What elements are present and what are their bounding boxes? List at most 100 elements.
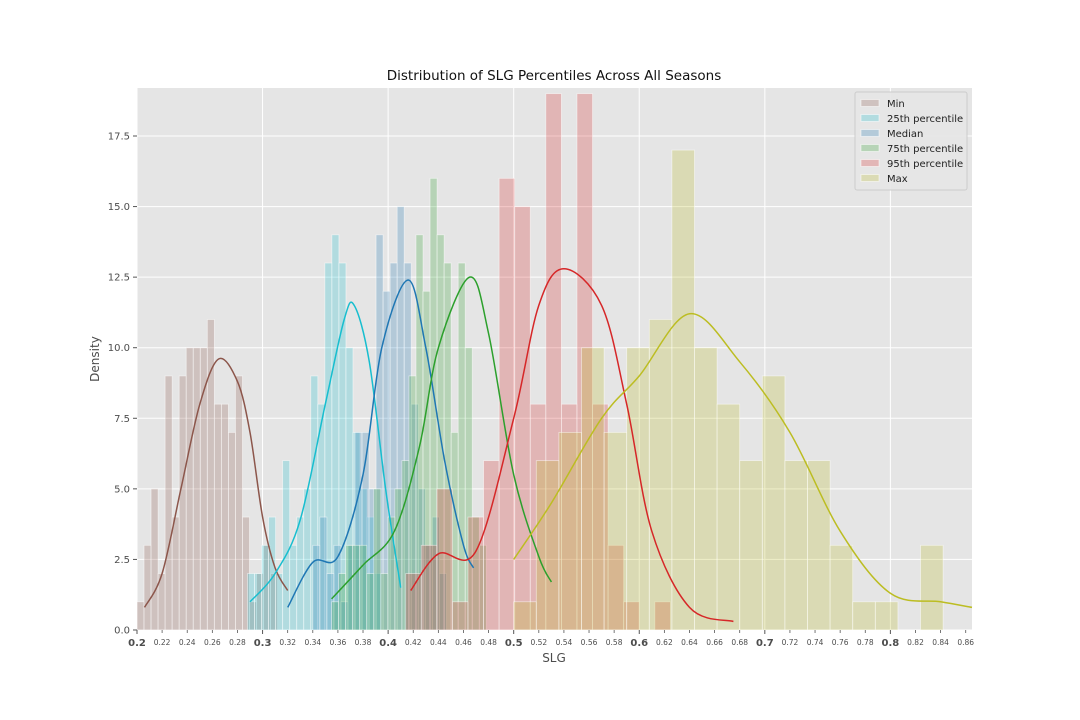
x-minor-tick-label: 0.64 [681, 638, 698, 647]
legend-swatch [860, 99, 880, 107]
histogram-bar [558, 431, 582, 631]
histogram-bar [136, 601, 145, 631]
x-minor-tick-label: 0.84 [932, 638, 949, 647]
histogram-bar [467, 516, 484, 631]
histogram-bar [387, 516, 396, 631]
x-minor-tick-label: 0.72 [782, 638, 799, 647]
histogram-bar [671, 149, 695, 631]
kde-line [287, 279, 475, 608]
kde-line [249, 301, 402, 603]
y-tick-label: 2.5 [114, 555, 130, 566]
histogram-bar [331, 601, 340, 631]
x-minor-tick-label: 0.32 [279, 638, 296, 647]
x-minor-tick-label: 0.66 [706, 638, 723, 647]
y-tick-label: 15.0 [108, 202, 130, 213]
legend-label: Median [887, 129, 923, 140]
x-minor-tick-label: 0.62 [656, 638, 673, 647]
histogram-bar [514, 206, 531, 631]
x-tick-label: 0.8 [882, 638, 900, 649]
histogram-bar [920, 544, 944, 631]
x-minor-tick-label: 0.86 [957, 638, 974, 647]
x-minor-tick-label: 0.48 [480, 638, 497, 647]
x-minor-tick-label: 0.42 [405, 638, 422, 647]
legend-box [854, 91, 968, 191]
x-axis-title: SLG [542, 651, 566, 665]
y-axis: 0.0 2.5 5.0 7.5 10.0 12.5 15.0 17.5 [108, 131, 137, 637]
histogram-bar [235, 375, 243, 631]
histogram-bar [171, 516, 180, 631]
histogram-bar [739, 460, 763, 631]
histogram-bar [220, 403, 229, 631]
x-minor-tick-label: 0.52 [530, 638, 547, 647]
histogram-bar [603, 431, 628, 631]
x-minor-tick-label: 0.38 [355, 638, 372, 647]
x-minor-tick-label: 0.34 [304, 638, 321, 647]
legend-swatch [860, 129, 880, 137]
kde-lines [143, 267, 973, 623]
x-minor-tick-label: 0.44 [430, 638, 447, 647]
histogram-bar [694, 347, 718, 631]
x-minor-tick-label: 0.46 [455, 638, 472, 647]
kde-line [513, 313, 973, 609]
x-tick-label: 0.6 [630, 638, 648, 649]
histogram-bar [228, 431, 236, 631]
kde-line [143, 357, 289, 608]
y-tick-label: 10.0 [108, 343, 130, 354]
histogram-bar [420, 544, 438, 631]
histogram-bar [296, 516, 305, 631]
histogram-bar [452, 601, 469, 631]
legend: Min 25th percentile Median 75th percentile 9… [854, 91, 968, 191]
histogram-bar [185, 347, 194, 631]
x-minor-tick-label: 0.56 [581, 638, 598, 647]
histogram-bar [581, 347, 605, 631]
histogram-bar [648, 319, 673, 631]
histogram-bar [345, 544, 354, 631]
histogram-bar [312, 544, 321, 631]
legend-swatch [860, 114, 880, 122]
histogram-bar [319, 516, 328, 631]
x-axis: 0.2 0.3 0.4 0.5 0.6 0.7 0.8 0.22 0.24 0.26 0.28 0.3… [128, 630, 974, 649]
histogram-bar [150, 488, 159, 631]
histogram-bar [626, 347, 650, 631]
histogram-bar [761, 375, 786, 631]
legend-swatch [860, 174, 880, 182]
legend-label: 95th percentile [887, 159, 963, 170]
x-minor-tick-label: 0.28 [229, 638, 246, 647]
y-tick-label: 5.0 [114, 484, 130, 495]
histogram-bar [289, 544, 298, 631]
x-minor-tick-label: 0.22 [154, 638, 171, 647]
histogram-bar [338, 573, 347, 631]
histogram-bars [136, 93, 944, 631]
x-minor-tick-label: 0.76 [832, 638, 849, 647]
histogram-bar [143, 544, 152, 631]
histogram-bar [784, 460, 808, 631]
histogram-bar [192, 347, 201, 631]
x-minor-tick-label: 0.78 [857, 638, 874, 647]
chart-title: Distribution of SLG Percentiles Across A… [387, 68, 721, 84]
x-tick-label: 0.7 [756, 638, 774, 649]
legend-label: Min [887, 99, 905, 110]
legend-swatch [860, 144, 880, 152]
histogram-bar [352, 544, 361, 631]
x-minor-tick-label: 0.74 [807, 638, 824, 647]
x-minor-tick-label: 0.82 [907, 638, 924, 647]
histogram-bar [829, 544, 854, 631]
histogram-bar [513, 601, 537, 631]
histogram-bar [178, 375, 187, 631]
histogram-bar [373, 488, 382, 631]
histogram-bar [457, 262, 466, 631]
x-tick-label: 0.5 [505, 638, 523, 649]
y-tick-label: 17.5 [108, 131, 130, 142]
histogram-bar [535, 460, 560, 631]
x-minor-tick-label: 0.24 [179, 638, 196, 647]
histogram-bar [254, 573, 262, 631]
kde-line [331, 276, 553, 600]
x-tick-label: 0.3 [254, 638, 272, 649]
y-tick-label: 0.0 [114, 626, 130, 637]
plot-area [137, 88, 972, 630]
histogram-bar [303, 488, 312, 631]
histogram-bar [164, 375, 173, 631]
histogram-bar [852, 601, 876, 631]
y-tick-label: 7.5 [114, 414, 130, 425]
